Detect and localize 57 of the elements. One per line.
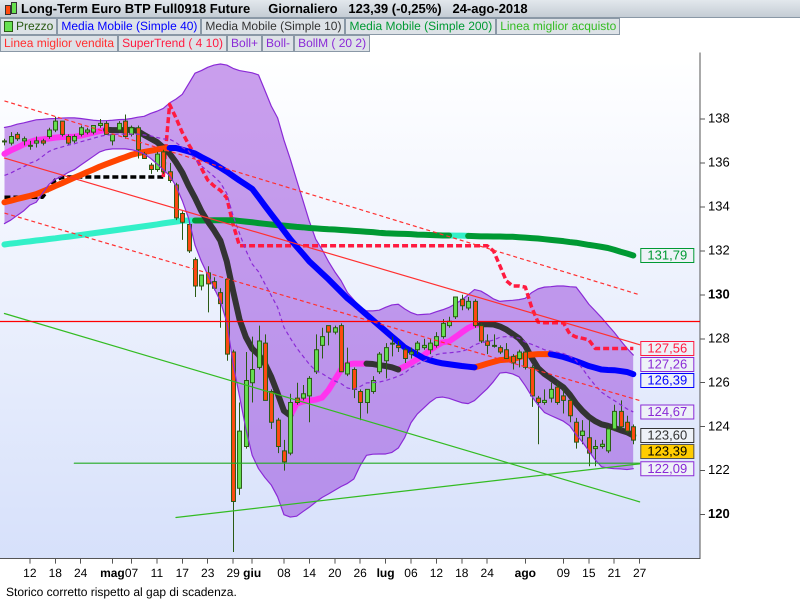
y-tick-label: 120 (708, 506, 730, 522)
data-label: 123,60 (647, 428, 688, 443)
text: Media Mobile (Simple 10) (205, 19, 342, 34)
y-tick-label: 136 (708, 154, 730, 170)
y-tick-label: 130 (708, 286, 730, 302)
x-tick-label: 15 (582, 566, 596, 580)
x-tick-label: 21 (608, 566, 622, 580)
y-tick-label: 126 (708, 374, 730, 390)
text: Linea miglior acquisto (500, 19, 616, 34)
x-tick-label: 24 (480, 566, 494, 580)
x-tick-label: 24 (74, 566, 88, 580)
y-tick-label: 128 (708, 330, 730, 346)
chart-subtitle: Giornaliero 123,39 (-0,25%) 24-ago-2018 (268, 1, 528, 16)
x-tick-label: 11 (150, 566, 164, 580)
x-tick-label: giu (243, 566, 262, 580)
x-tick-label: 14 (302, 566, 316, 580)
line-series (162, 102, 636, 350)
legend-label: Prezzo (16, 19, 54, 34)
x-tick-label: 09 (556, 566, 570, 580)
x-tick-label: 12 (430, 566, 444, 580)
text: Storico corretto rispetto al gap di scadenza. (6, 585, 237, 599)
y-tick-label: 138 (708, 110, 730, 126)
x-tick-label: 26 (353, 566, 368, 580)
x-tick-label: 06 (404, 566, 418, 580)
x-tick-label: 08 (277, 566, 291, 580)
y-tick-label: 134 (708, 198, 730, 214)
data-label: 127,26 (647, 356, 688, 372)
x-tick-label: ago (514, 566, 536, 580)
x-tick-label: 18 (48, 566, 62, 580)
x-tick-label: mag (100, 566, 125, 580)
data-label: 127,56 (647, 340, 688, 356)
x-tick-label: 20 (328, 566, 342, 580)
x-tick-label: 12 (23, 566, 37, 580)
text: SuperTrend ( 4 10) (122, 36, 224, 51)
text: Linea miglior vendita (4, 36, 114, 51)
text: Boll- (266, 36, 290, 51)
data-label: 122,09 (647, 460, 688, 476)
data-label: 126,39 (647, 372, 688, 388)
text: BollM ( 20 2) (298, 36, 366, 51)
line-series (2, 175, 165, 199)
text: 123,39 (647, 444, 688, 459)
text: Media Mobile (Simple 200) (349, 19, 492, 34)
x-tick-label: 27 (632, 566, 647, 580)
x-tick-label: 17 (176, 566, 190, 580)
x-tick-label: 07 (124, 566, 138, 580)
y-tick-label: 124 (708, 418, 730, 434)
x-tick-label: 29 (226, 566, 240, 580)
x-tick-label: 18 (455, 566, 469, 580)
text: Media Mobile (Simple 40) (61, 19, 198, 34)
chart-title: Long-Term Euro BTP Full0918 Future (21, 1, 250, 16)
data-label: 124,67 (647, 404, 688, 420)
x-tick-label: lug (376, 566, 395, 580)
y-tick-label: 122 (708, 462, 730, 478)
x-tick-label: 23 (201, 566, 215, 580)
y-tick-label: 132 (708, 242, 730, 258)
series-label: Boll+ (231, 36, 258, 51)
data-label: 131,79 (647, 248, 688, 263)
